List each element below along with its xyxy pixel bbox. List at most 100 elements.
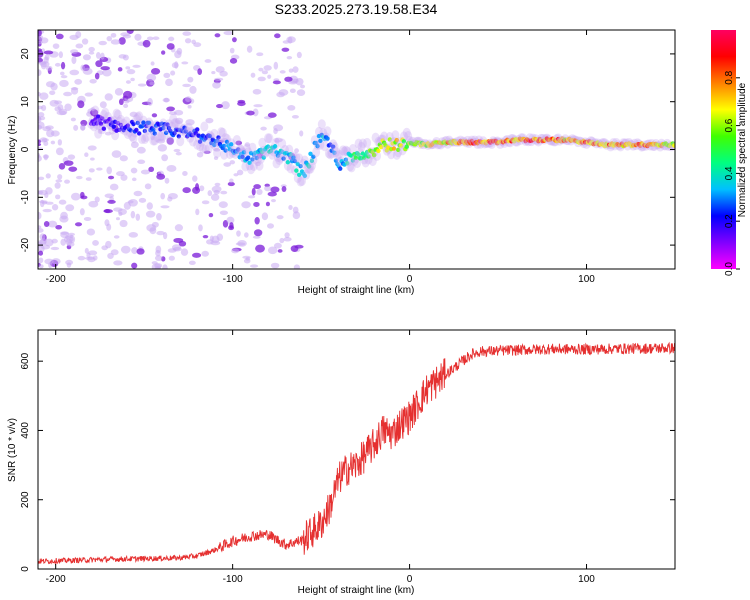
spectrogram-noise-blob	[55, 179, 63, 183]
spectrogram-noise-blob	[51, 204, 59, 211]
spectrogram-x-ticks: -200 -100 0 100	[46, 30, 595, 285]
spectrogram-ridge-point	[309, 158, 315, 164]
spectrogram-noise-blob	[117, 67, 123, 72]
spectrogram-noise-blob	[50, 82, 58, 91]
spectrogram-ridge-halo	[140, 134, 149, 145]
spectrogram-noise-blob	[220, 190, 228, 195]
spectrogram-noise-blob	[166, 137, 174, 145]
spectrogram-noise-blob	[106, 36, 113, 42]
spectrogram-noise-blob	[156, 213, 162, 221]
spectrogram-noise-blob	[79, 208, 85, 216]
spectrogram-ridge-halo	[143, 125, 152, 136]
spectrogram-noise-blob	[174, 50, 182, 59]
spectrogram-noise-blob	[46, 129, 55, 138]
spectrogram-ridge-halo	[285, 144, 294, 155]
spectrogram-noise-blob	[38, 57, 43, 63]
spectrogram-noise-blob	[184, 38, 192, 44]
spectrogram-ridge-halo	[402, 127, 411, 138]
spectrogram-ridge-halo	[387, 149, 396, 160]
spectrogram-ridge-point	[330, 144, 336, 149]
spectrogram-noise-blob	[229, 160, 236, 165]
spectrogram-noise-blob	[45, 125, 54, 130]
spectrogram-noise-blob	[52, 43, 60, 49]
spectrogram-noise-blob	[292, 66, 299, 73]
spectrogram-noise-blob	[229, 57, 238, 64]
spectrogram-ridge-halo	[201, 144, 210, 155]
spectrogram-ridge-halo	[361, 157, 370, 168]
spectrogram-ridge-halo	[258, 137, 267, 148]
y-tick-label: 600	[20, 352, 31, 369]
spectrogram-ridge-point	[229, 142, 234, 147]
spectrogram-noise-blob	[74, 222, 83, 227]
spectrogram-noise-blob	[90, 107, 96, 112]
spectrogram-ridge-halo	[247, 164, 256, 175]
spectrogram-ridge-point	[152, 131, 157, 136]
spectrogram-ridge-point	[246, 155, 251, 160]
spectrogram-noise-blob	[58, 51, 63, 59]
spectrogram-noise-blob	[55, 225, 63, 230]
spectrogram-noise-blob	[87, 145, 97, 151]
spectrogram-ridge-point	[111, 124, 116, 129]
spectrogram-ridge	[87, 105, 675, 187]
spectrogram-ridge-halo	[358, 138, 367, 149]
spectrogram-ridge-point	[332, 150, 337, 156]
spectrogram-noise-blob	[166, 43, 175, 50]
spectrogram-ridge-point	[197, 139, 203, 144]
spectrogram-noise-blob	[144, 183, 152, 190]
spectrogram-noise-blob	[38, 228, 44, 233]
spectrogram-noise-blob	[104, 209, 111, 213]
spectrogram-ridge-halo	[232, 134, 241, 145]
spectrogram-ridge-halo	[264, 133, 273, 144]
spectrogram-noise-blob	[130, 141, 139, 149]
spectrogram-ridge-halo	[317, 119, 326, 130]
spectrogram-noise-blob	[211, 71, 216, 75]
spectrogram-noise-blob	[284, 76, 293, 82]
spectrogram-noise-blob	[56, 110, 67, 116]
spectrogram-ridge-point	[366, 154, 371, 159]
spectrogram-ridge-halo	[169, 113, 178, 124]
spectrogram-noise-blob	[170, 70, 176, 76]
spectrogram-ridge-point	[200, 133, 206, 138]
spectrogram-ridge-point	[172, 130, 177, 136]
spectrogram-ridge-halo	[196, 141, 205, 152]
spectrogram-noise-blob	[279, 70, 286, 74]
spectrogram-ridge-halo	[265, 133, 274, 144]
spectrogram-ridge-point	[128, 128, 133, 133]
spectrogram-noise-blob	[43, 154, 48, 161]
spectrogram-ridge-halo	[170, 118, 179, 129]
spectrogram-noise-blob	[115, 217, 120, 221]
spectrogram-ridge-point	[94, 121, 99, 126]
spectrogram-noise-blob	[151, 113, 158, 118]
spectrogram-ridge-halo	[353, 158, 362, 169]
spectrogram-noise-blob	[38, 225, 42, 229]
spectrogram-ridge-halo	[404, 130, 413, 141]
spectrogram-ridge-point	[207, 133, 213, 139]
spectrogram-ridge-halo	[391, 130, 400, 141]
spectrogram-noise-blob	[267, 191, 277, 197]
spectrogram-noise-blob	[232, 37, 237, 43]
spectrogram-ridge-halo	[198, 143, 207, 154]
spectrogram-noise-blob	[145, 210, 156, 218]
spectrogram-ridge-point	[281, 156, 286, 161]
spectrogram-noise-blob	[180, 248, 189, 256]
spectrogram-noise-blob	[287, 105, 296, 111]
spectrogram-noise-blob	[193, 42, 202, 48]
spectrogram-noise-blob	[284, 232, 290, 238]
spectrogram-noise-blob	[150, 68, 161, 75]
x-tick-label: -200	[46, 574, 66, 585]
spectrogram-noise-blob	[120, 174, 128, 181]
spectrogram-ridge-point	[139, 124, 145, 129]
spectrogram-noise-blob	[80, 191, 85, 199]
spectrogram-noise-blob	[192, 175, 198, 182]
spectrogram-noise-blob	[58, 163, 66, 170]
spectrogram-ridge-halo	[174, 120, 183, 131]
spectrogram-ridge-halo	[218, 127, 227, 138]
spectrogram-noise-blob	[39, 200, 48, 204]
spectrogram-ridge-halo	[210, 128, 219, 139]
spectrogram-noise-blob	[174, 117, 184, 124]
spectrogram-ridge-point	[296, 172, 302, 177]
spectrogram-noise-blob	[67, 154, 76, 160]
spectrogram-noise-blob	[195, 183, 200, 191]
spectrogram-noise-blob	[149, 81, 156, 86]
spectrogram-noise-blob	[51, 258, 61, 265]
